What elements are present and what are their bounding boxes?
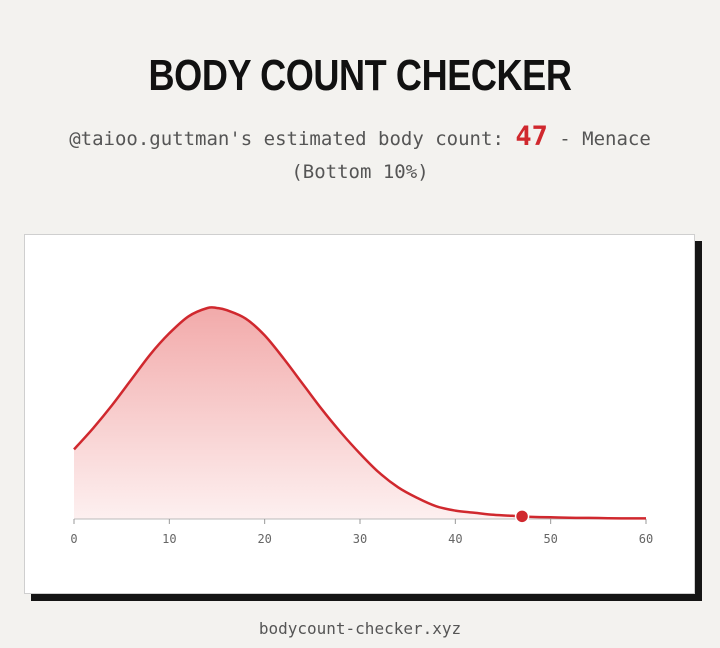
percentile: (Bottom 10%) bbox=[291, 161, 429, 183]
chart-card: 0 10 20 30 40 50 60 bbox=[24, 234, 695, 594]
verdict: Menace bbox=[582, 128, 651, 150]
x-tick-label: 0 bbox=[70, 532, 77, 546]
separator: - bbox=[547, 128, 583, 150]
x-tick-label: 10 bbox=[162, 532, 176, 546]
x-tick-label: 60 bbox=[639, 532, 653, 546]
distribution-line bbox=[73, 306, 646, 520]
result-phrase: 's estimated body count: bbox=[229, 128, 516, 150]
x-tick-label: 50 bbox=[543, 532, 557, 546]
distribution-chart: 0 10 20 30 40 50 60 bbox=[70, 306, 653, 546]
username: @taioo.guttman bbox=[69, 128, 230, 150]
x-tick-label: 20 bbox=[257, 532, 271, 546]
x-tick-label: 40 bbox=[448, 532, 462, 546]
body-count-value: 47 bbox=[515, 121, 548, 152]
x-tick-label: 30 bbox=[353, 532, 367, 546]
footer-site[interactable]: bodycount-checker.xyz bbox=[258, 619, 462, 638]
page-title: BODY COUNT CHECKER bbox=[148, 51, 572, 100]
distribution-area bbox=[74, 307, 646, 519]
result-summary: @taioo.guttman's estimated body count: 4… bbox=[30, 120, 690, 189]
user-marker bbox=[514, 509, 530, 524]
